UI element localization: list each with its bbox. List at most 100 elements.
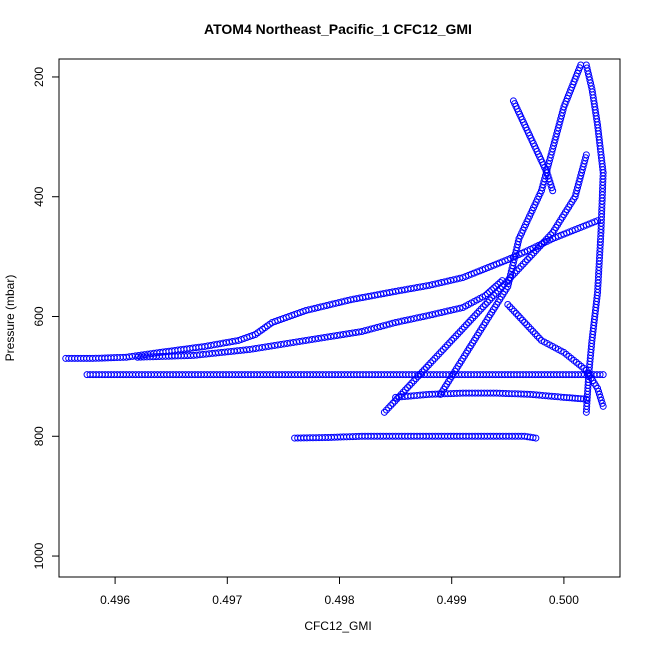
data-point	[508, 305, 516, 313]
data-point	[483, 298, 491, 306]
data-point	[595, 390, 603, 398]
data-point	[427, 359, 435, 367]
data-point	[446, 339, 454, 347]
data-point	[458, 325, 466, 333]
data-point	[531, 330, 539, 338]
data-point	[529, 327, 537, 335]
data-point	[582, 154, 590, 162]
y-tick-label: 800	[32, 426, 46, 446]
data-point	[473, 310, 481, 318]
data-point	[422, 363, 430, 371]
data-point	[535, 334, 543, 342]
data-point	[467, 316, 475, 324]
data-point	[547, 231, 555, 239]
data-point	[471, 312, 479, 320]
data-point	[460, 323, 468, 331]
data-point	[582, 151, 590, 159]
data-point	[538, 240, 546, 248]
data-point	[437, 348, 445, 356]
data-point	[490, 292, 498, 300]
data-point	[580, 395, 588, 403]
data-point	[529, 434, 537, 442]
data-points	[62, 61, 607, 442]
data-point	[443, 341, 451, 349]
y-tick-label: 200	[32, 67, 46, 87]
data-point	[477, 305, 485, 313]
data-point	[548, 184, 556, 192]
data-point	[361, 327, 369, 335]
data-point	[532, 434, 540, 442]
x-axis: 0.496 0.497 0.498 0.499 0.500	[100, 577, 579, 607]
x-tick-label: 0.499	[437, 593, 467, 607]
data-point	[515, 265, 523, 273]
data-point	[465, 318, 473, 326]
data-point	[519, 260, 527, 268]
data-point	[594, 384, 602, 392]
data-point	[401, 386, 409, 394]
data-point	[516, 314, 524, 322]
data-point	[462, 321, 470, 329]
data-point	[543, 169, 551, 177]
data-point	[500, 280, 508, 288]
data-point	[367, 325, 375, 333]
data-point	[544, 172, 552, 180]
plot-frame	[58, 58, 621, 578]
data-point	[595, 387, 602, 395]
data-point	[534, 244, 542, 252]
data-point	[597, 396, 605, 404]
data-point	[425, 361, 433, 369]
x-axis-label: CFC12_GMI	[304, 619, 371, 633]
data-point	[598, 399, 606, 407]
data-point	[382, 321, 390, 329]
data-point	[582, 61, 590, 69]
data-point	[486, 296, 494, 304]
data-point	[521, 318, 529, 326]
data-point	[599, 371, 607, 379]
data-point	[404, 384, 412, 392]
data-point	[536, 242, 544, 250]
data-point	[523, 321, 531, 329]
data-point	[406, 381, 414, 389]
data-point	[380, 408, 388, 416]
data-point	[526, 253, 534, 261]
x-tick-label: 0.497	[212, 593, 242, 607]
data-point	[408, 379, 416, 387]
data-point	[514, 312, 522, 320]
data-point	[540, 238, 548, 246]
data-point	[546, 178, 554, 186]
data-point	[481, 301, 489, 309]
data-point	[410, 377, 418, 385]
data-point	[532, 247, 540, 255]
data-point	[519, 316, 527, 324]
data-point	[545, 175, 553, 183]
data-point	[399, 388, 407, 396]
data-point	[504, 301, 512, 309]
data-point	[429, 357, 437, 365]
data-point	[525, 323, 533, 331]
data-point	[439, 345, 447, 353]
data-point	[456, 327, 464, 335]
data-point	[454, 330, 462, 338]
data-point	[549, 187, 557, 195]
y-axis-label: Pressure (mbar)	[3, 275, 17, 362]
data-point	[583, 64, 591, 72]
data-point	[521, 258, 529, 266]
data-point	[418, 368, 426, 376]
data-point	[527, 325, 535, 333]
data-point	[542, 235, 550, 243]
data-point	[370, 324, 378, 332]
data-point	[385, 404, 393, 412]
data-point	[481, 292, 489, 300]
data-point	[385, 320, 393, 328]
data-point	[441, 343, 449, 351]
chart-title: ATOM4 Northeast_Pacific_1 CFC12_GMI	[204, 21, 472, 37]
data-point	[530, 249, 538, 257]
data-point	[528, 251, 536, 259]
data-point	[533, 332, 541, 340]
data-point	[379, 322, 387, 330]
data-point	[358, 327, 366, 335]
data-point	[506, 303, 514, 311]
data-point	[596, 393, 604, 401]
data-point	[435, 350, 443, 358]
